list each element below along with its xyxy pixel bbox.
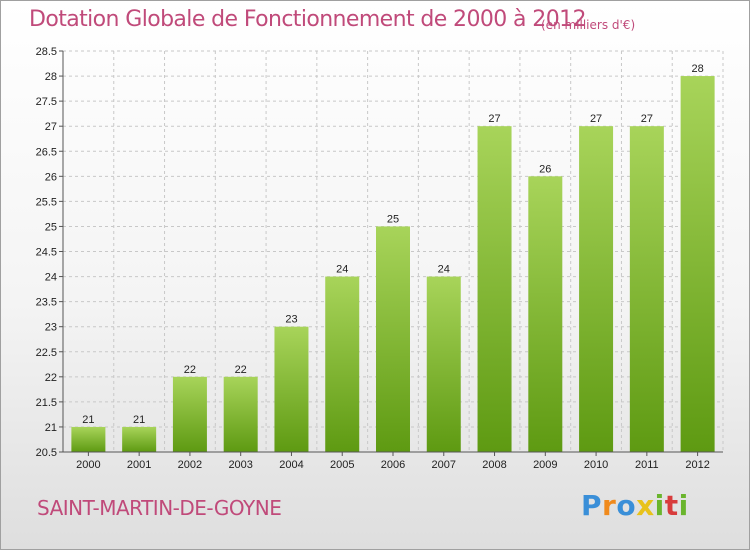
x-tick-label-2006: 2006: [381, 459, 405, 471]
y-tick-label: 24: [45, 272, 57, 284]
bar-2008: [477, 126, 512, 452]
value-label-2009: 26: [539, 163, 551, 175]
x-tick-label-2001: 2001: [127, 459, 151, 471]
y-tick-label: 23.5: [36, 297, 57, 309]
y-tick-label: 27.5: [36, 96, 57, 108]
x-tick-label-2005: 2005: [330, 459, 354, 471]
y-tick-label: 28.5: [36, 46, 57, 58]
logo-letter: t: [664, 489, 679, 522]
logo-letter: P: [581, 489, 603, 522]
value-label-2001: 21: [133, 414, 145, 426]
value-label-2002: 22: [184, 364, 196, 376]
y-axis-ticks: 20.5 21 21.5 22 22.5 23 23.5 24 24.5 25 25.5 26 26.5…: [36, 46, 63, 459]
chart-title: Dotation Globale de Fonctionnement de 20…: [29, 7, 587, 32]
value-label-2012: 28: [691, 63, 703, 75]
unit-label: (en milliers d'€): [541, 18, 636, 32]
bars: [71, 76, 715, 452]
value-label-2004: 23: [285, 314, 297, 326]
value-label-2008: 27: [488, 113, 500, 125]
x-tick-label-2003: 2003: [228, 459, 252, 471]
y-tick-label: 21: [45, 422, 57, 434]
y-tick-label: 25: [45, 221, 57, 233]
value-label-2007: 24: [438, 264, 450, 276]
x-tick-label-2002: 2002: [178, 459, 202, 471]
bar-2004: [274, 326, 309, 452]
x-tick-label-2012: 2012: [685, 459, 709, 471]
bar-2007: [426, 276, 461, 452]
logo-letter: i: [654, 489, 665, 522]
value-label-2011: 27: [641, 113, 653, 125]
bar-2000: [71, 426, 106, 452]
bar-2002: [172, 376, 207, 452]
value-label-2005: 24: [336, 264, 348, 276]
logo-letter: x: [636, 489, 655, 522]
x-tick-label-2008: 2008: [482, 459, 506, 471]
y-tick-label: 20.5: [36, 447, 57, 459]
y-tick-label: 27: [45, 121, 57, 133]
proxiti-logo: Proxiti: [581, 489, 689, 522]
y-tick-label: 26.5: [36, 146, 57, 158]
x-tick-label-2010: 2010: [584, 459, 608, 471]
value-label-2010: 27: [590, 113, 602, 125]
value-label-2003: 22: [235, 364, 247, 376]
bar-2012: [680, 76, 715, 452]
x-tick-label-2007: 2007: [432, 459, 456, 471]
bar-2006: [376, 226, 410, 452]
logo-letter: o: [616, 489, 637, 522]
y-tick-label: 24.5: [36, 247, 57, 259]
bar-2010: [579, 126, 614, 452]
logo-letter: r: [602, 489, 617, 522]
x-axis-ticks: 2000 2001 2002 2003 2004 2005 2006 2007 2008 2009…: [76, 452, 710, 471]
value-label-2006: 25: [387, 213, 399, 225]
y-tick-label: 23: [45, 322, 57, 334]
bar-2009: [528, 176, 563, 452]
value-labels: 21 21 22 22 23 24 25 24 27 26 27 27 28: [82, 63, 703, 426]
y-tick-label: 21.5: [36, 397, 57, 409]
bar-2001: [122, 426, 157, 452]
x-tick-label-2000: 2000: [76, 459, 100, 471]
y-tick-label: 22: [45, 372, 57, 384]
bar-2005: [325, 276, 360, 452]
x-tick-label-2011: 2011: [635, 459, 659, 471]
y-tick-label: 28: [45, 71, 57, 83]
axes: [62, 51, 723, 453]
x-tick-label-2009: 2009: [533, 459, 557, 471]
x-tick-label-2004: 2004: [279, 459, 303, 471]
value-label-2000: 21: [82, 414, 94, 426]
y-tick-label: 22.5: [36, 347, 57, 359]
logo-letter: i: [678, 489, 689, 522]
bar-2011: [629, 126, 664, 452]
y-tick-label: 26: [45, 171, 57, 183]
commune-name: SAINT-MARTIN-DE-GOYNE: [37, 496, 282, 520]
y-tick-label: 25.5: [36, 196, 57, 208]
bar-2003: [223, 376, 258, 452]
